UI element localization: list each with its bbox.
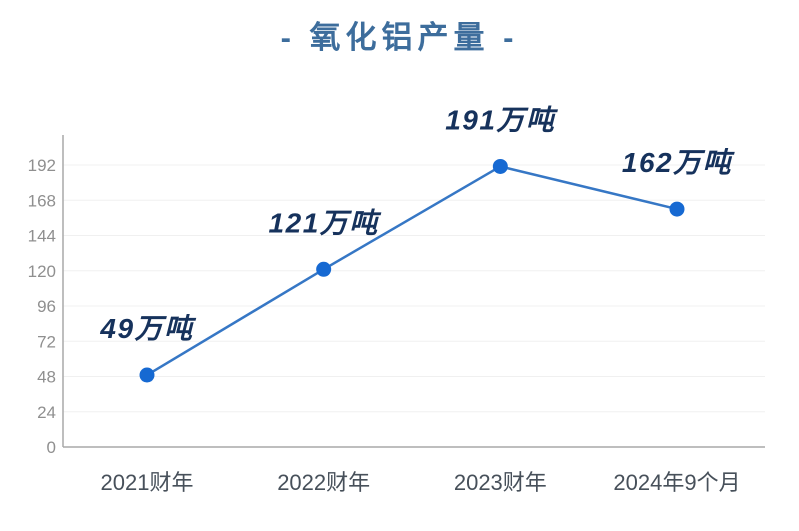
y-tick-label: 0 [47,438,56,457]
y-tick-label: 96 [37,297,56,316]
point-label: 49万吨 [99,313,197,344]
x-tick-label: 2022财年 [277,470,370,495]
y-tick-label: 144 [28,227,56,246]
point-label: 121万吨 [269,207,383,238]
chart-title: - 氧化铝产量 - [280,20,519,55]
y-tick-label: 48 [37,368,56,387]
y-tick-label: 120 [28,262,56,281]
y-tick-label: 168 [28,191,56,210]
point-label: 162万吨 [622,147,736,178]
x-tick-label: 2023财年 [454,470,547,495]
data-point [316,261,332,277]
y-tick-label: 192 [28,156,56,175]
data-point [492,158,508,174]
data-point [669,201,685,217]
y-tick-label: 24 [37,403,56,422]
x-tick-label: 2024年9个月 [613,470,740,495]
x-tick-label: 2021财年 [101,470,194,495]
data-point [139,367,155,383]
series-line [146,165,678,377]
point-label: 191万吨 [445,104,559,135]
y-tick-label: 72 [37,332,56,351]
